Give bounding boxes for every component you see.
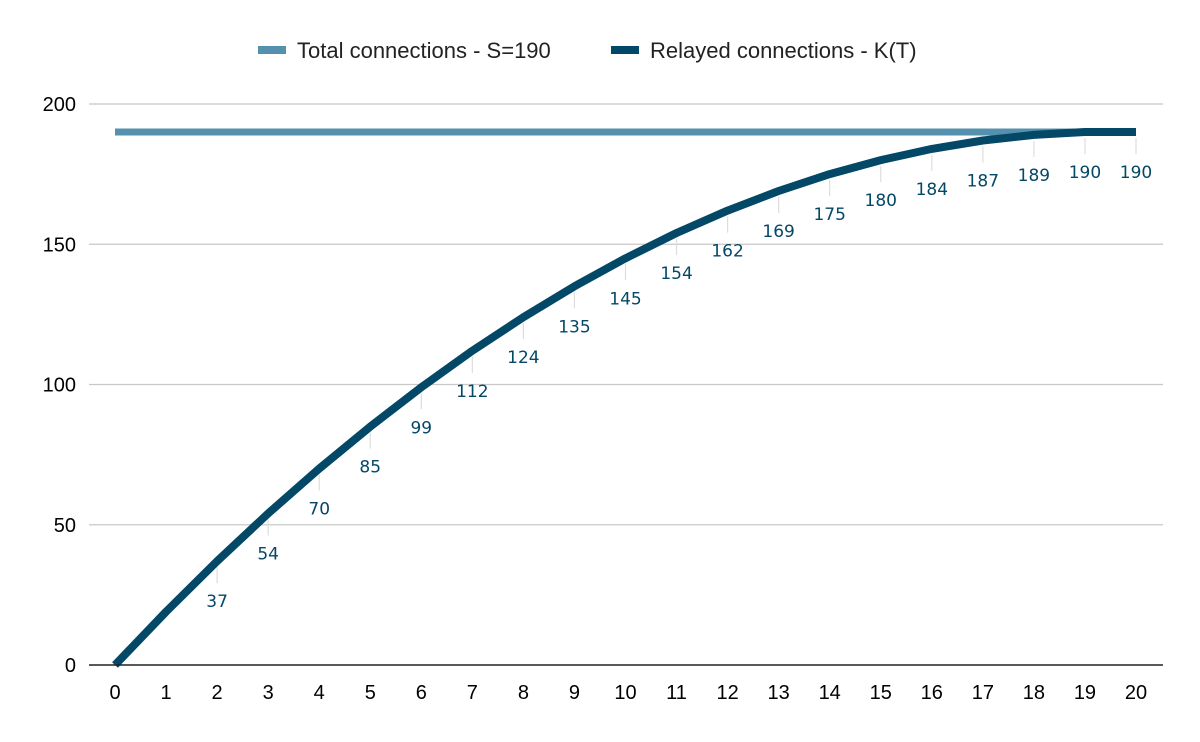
- y-tick-label-200: 200: [43, 94, 76, 116]
- data-label-5: 85: [359, 458, 381, 478]
- x-tick-label-9: 9: [569, 682, 580, 704]
- x-tick-label-8: 8: [518, 682, 529, 704]
- y-tick-label-150: 150: [43, 234, 76, 256]
- legend-swatch-total-connections: [258, 46, 286, 54]
- x-tick-label-13: 13: [768, 682, 790, 704]
- label-leader-lines: [216, 138, 1137, 584]
- x-tick-label-19: 19: [1074, 682, 1096, 704]
- legend-label-total-connections: Total connections - S=190: [297, 38, 551, 63]
- x-tick-label-18: 18: [1023, 682, 1045, 704]
- y-tick-label-0: 0: [65, 655, 76, 677]
- x-tick-label-4: 4: [314, 682, 325, 704]
- data-label-19: 190: [1069, 163, 1101, 183]
- x-tick-label-2: 2: [212, 682, 223, 704]
- y-tick-label-100: 100: [43, 375, 76, 397]
- data-labels: 37 54 70 85 99 112 124 135 145 154 162 169 175 180 184…: [206, 163, 1152, 612]
- data-label-20: 190: [1120, 163, 1152, 183]
- data-label-13: 169: [762, 222, 794, 242]
- data-label-14: 175: [813, 205, 845, 225]
- x-tick-label-17: 17: [972, 682, 994, 704]
- data-label-7: 112: [456, 382, 488, 402]
- data-label-8: 124: [507, 348, 539, 368]
- x-tick-label-11: 11: [666, 682, 687, 704]
- legend-swatch-relayed-connections: [611, 46, 639, 54]
- data-label-15: 180: [865, 191, 897, 211]
- x-tick-label-20: 20: [1125, 682, 1147, 704]
- x-tick-label-7: 7: [467, 682, 478, 704]
- x-tick-label-10: 10: [614, 682, 636, 704]
- x-tick-label-6: 6: [416, 682, 427, 704]
- data-label-11: 154: [660, 264, 692, 284]
- legend: Total connections - S=190 Relayed connect…: [258, 38, 917, 63]
- x-tick-label-15: 15: [870, 682, 892, 704]
- data-label-3: 54: [257, 545, 279, 565]
- x-tick-label-16: 16: [921, 682, 943, 704]
- data-label-18: 189: [1018, 166, 1050, 186]
- gridlines: [89, 103, 1163, 526]
- data-label-17: 187: [967, 171, 999, 191]
- data-label-12: 162: [711, 242, 743, 262]
- x-tick-label-1: 1: [160, 682, 171, 704]
- data-label-4: 70: [308, 500, 330, 520]
- data-label-16: 184: [916, 180, 948, 200]
- data-label-10: 145: [609, 289, 641, 309]
- x-tick-label-3: 3: [263, 682, 274, 704]
- series-line-relayed-connections: [112, 128, 1136, 668]
- y-tick-label-50: 50: [54, 515, 76, 537]
- data-label-9: 135: [558, 317, 590, 337]
- series-lines: [112, 128, 1136, 668]
- x-tick-label-5: 5: [365, 682, 376, 704]
- data-label-2: 37: [206, 592, 228, 612]
- legend-label-relayed-connections: Relayed connections - K(T): [650, 38, 917, 63]
- x-tick-label-12: 12: [716, 682, 738, 704]
- data-label-6: 99: [410, 418, 432, 438]
- x-tick-label-14: 14: [819, 682, 841, 704]
- x-tick-label-0: 0: [109, 682, 120, 704]
